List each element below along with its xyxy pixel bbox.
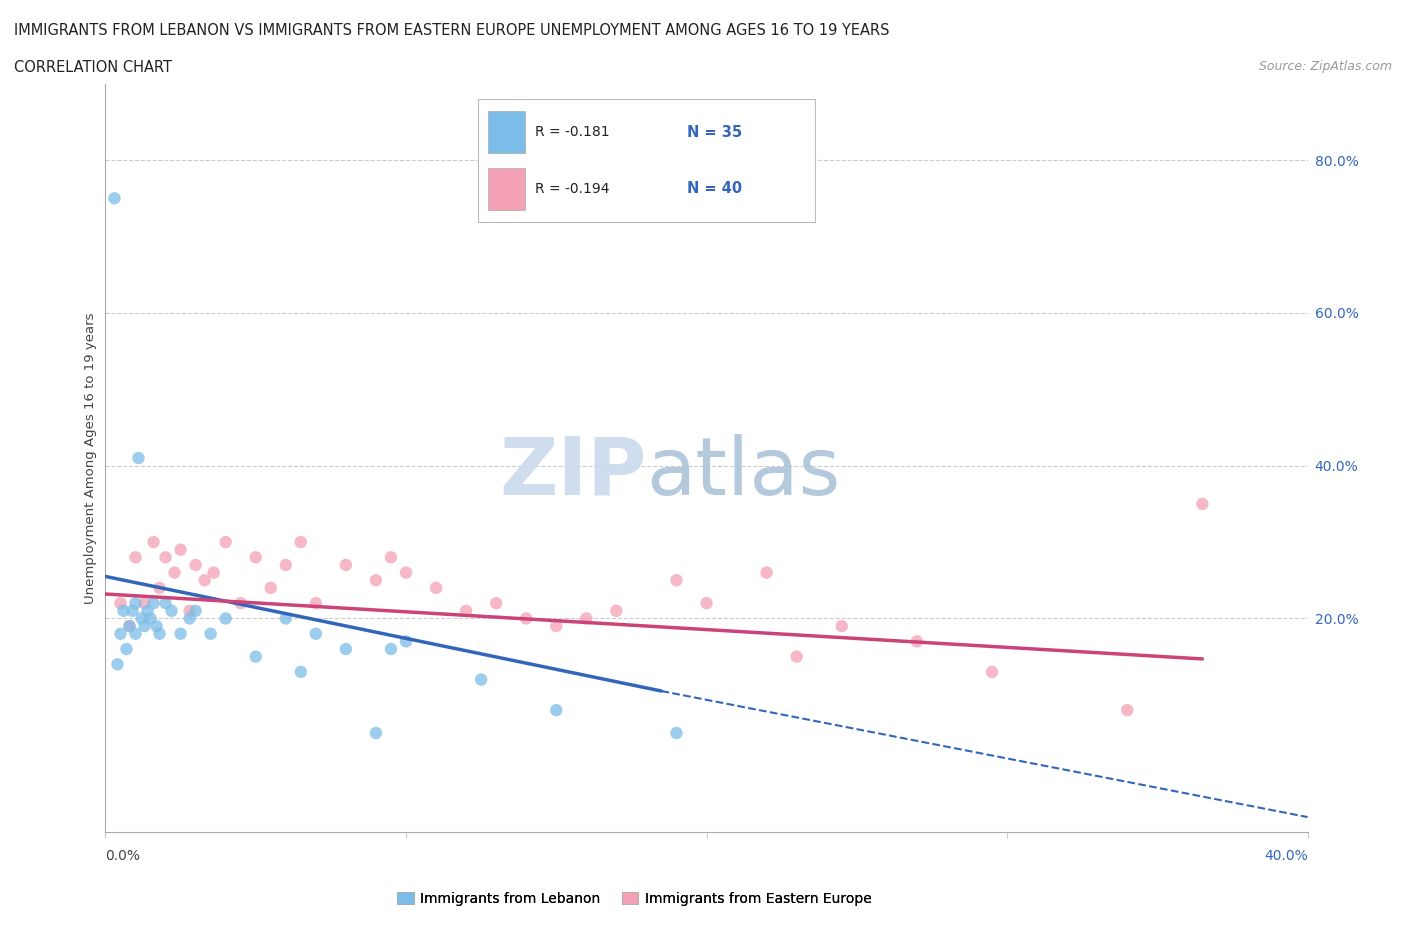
Point — [274, 557, 297, 572]
Point — [905, 634, 928, 649]
Point — [103, 191, 125, 206]
Point — [124, 550, 146, 565]
Point — [290, 535, 312, 550]
Point — [214, 535, 236, 550]
Point — [139, 611, 162, 626]
Point — [148, 580, 170, 595]
Point — [305, 596, 328, 611]
Point — [245, 550, 267, 565]
Point — [200, 626, 222, 641]
Point — [184, 604, 207, 618]
Point — [124, 596, 146, 611]
Point — [179, 611, 201, 626]
Point — [148, 626, 170, 641]
Point — [1191, 497, 1213, 512]
Point — [155, 550, 177, 565]
Point — [134, 618, 156, 633]
Point — [831, 618, 853, 633]
Point — [395, 634, 418, 649]
Point — [425, 580, 447, 595]
Point — [124, 626, 146, 641]
Point — [115, 642, 138, 657]
Point — [245, 649, 267, 664]
Point — [202, 565, 225, 580]
Point — [755, 565, 778, 580]
Point — [145, 618, 167, 633]
Point — [515, 611, 537, 626]
Point — [142, 596, 165, 611]
Point — [184, 557, 207, 572]
Point — [335, 642, 357, 657]
Point — [1116, 703, 1139, 718]
Point — [169, 626, 191, 641]
Legend: Immigrants from Lebanon, Immigrants from Eastern Europe: Immigrants from Lebanon, Immigrants from… — [391, 886, 877, 911]
Point — [110, 626, 132, 641]
Point — [121, 604, 143, 618]
Point — [454, 604, 477, 618]
Text: IMMIGRANTS FROM LEBANON VS IMMIGRANTS FROM EASTERN EUROPE UNEMPLOYMENT AMONG AGE: IMMIGRANTS FROM LEBANON VS IMMIGRANTS FR… — [14, 23, 890, 38]
Point — [107, 657, 129, 671]
Point — [229, 596, 252, 611]
Point — [786, 649, 808, 664]
Point — [546, 618, 568, 633]
Point — [470, 672, 492, 687]
Point — [380, 550, 402, 565]
Text: CORRELATION CHART: CORRELATION CHART — [14, 60, 172, 75]
Text: 40.0%: 40.0% — [1264, 849, 1308, 863]
Point — [290, 664, 312, 679]
Point — [380, 642, 402, 657]
Text: Source: ZipAtlas.com: Source: ZipAtlas.com — [1258, 60, 1392, 73]
Point — [128, 451, 150, 466]
Point — [605, 604, 627, 618]
Point — [179, 604, 201, 618]
Point — [136, 604, 159, 618]
Text: ZIP: ZIP — [499, 434, 647, 512]
Point — [142, 535, 165, 550]
Point — [118, 618, 141, 633]
Point — [214, 611, 236, 626]
Point — [696, 596, 718, 611]
Point — [665, 725, 688, 740]
Point — [118, 618, 141, 633]
Point — [134, 596, 156, 611]
Point — [163, 565, 186, 580]
Point — [981, 664, 1004, 679]
Point — [274, 611, 297, 626]
Point — [131, 611, 153, 626]
Point — [160, 604, 183, 618]
Point — [665, 573, 688, 588]
Point — [169, 542, 191, 557]
Point — [364, 725, 387, 740]
Point — [485, 596, 508, 611]
Point — [546, 703, 568, 718]
Point — [112, 604, 135, 618]
Point — [305, 626, 328, 641]
Y-axis label: Unemployment Among Ages 16 to 19 years: Unemployment Among Ages 16 to 19 years — [84, 312, 97, 604]
Point — [395, 565, 418, 580]
Text: 0.0%: 0.0% — [105, 849, 141, 863]
Point — [364, 573, 387, 588]
Point — [110, 596, 132, 611]
Text: atlas: atlas — [647, 434, 841, 512]
Point — [260, 580, 283, 595]
Point — [575, 611, 598, 626]
Point — [335, 557, 357, 572]
Point — [194, 573, 217, 588]
Point — [155, 596, 177, 611]
